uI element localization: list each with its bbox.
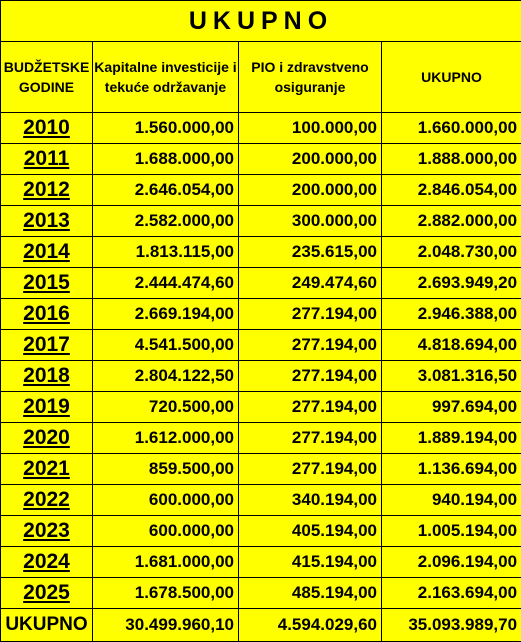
year-cell: 2019 bbox=[1, 392, 93, 423]
pension-cell: 200.000,00 bbox=[239, 144, 382, 175]
pension-cell: 200.000,00 bbox=[239, 175, 382, 206]
total-cell: 1.005.194,00 bbox=[382, 516, 521, 547]
total-cell: 2.946.388,00 bbox=[382, 299, 521, 330]
total-cell: 2.846.054,00 bbox=[382, 175, 521, 206]
year-cell: 2021 bbox=[1, 454, 93, 485]
table-row: 2020 1.612.000,00 277.194,00 1.889.194,0… bbox=[1, 423, 521, 454]
header-pension-health: PIO i zdravstveno osiguranje bbox=[239, 42, 382, 113]
pension-cell: 277.194,00 bbox=[239, 330, 382, 361]
table-row: 2015 2.444.474,60 249.474,60 2.693.949,2… bbox=[1, 268, 521, 299]
total-cell: 2.048.730,00 bbox=[382, 237, 521, 268]
totals-label: UKUPNO bbox=[1, 609, 93, 642]
table-row: 2014 1.813.115,00 235.615,00 2.048.730,0… bbox=[1, 237, 521, 268]
total-cell: 1.888.000,00 bbox=[382, 144, 521, 175]
total-cell: 1.136.694,00 bbox=[382, 454, 521, 485]
pension-cell: 235.615,00 bbox=[239, 237, 382, 268]
totals-capital: 30.499.960,10 bbox=[93, 609, 239, 642]
year-cell: 2025 bbox=[1, 578, 93, 609]
year-cell: 2010 bbox=[1, 113, 93, 144]
total-cell: 1.660.000,00 bbox=[382, 113, 521, 144]
capital-cell: 1.681.000,00 bbox=[93, 547, 239, 578]
table-row: 2010 1.560.000,00 100.000,00 1.660.000,0… bbox=[1, 113, 521, 144]
year-cell: 2015 bbox=[1, 268, 93, 299]
pension-cell: 277.194,00 bbox=[239, 361, 382, 392]
total-cell: 2.693.949,20 bbox=[382, 268, 521, 299]
table-row: 2018 2.804.122,50 277.194,00 3.081.316,5… bbox=[1, 361, 521, 392]
table-row: 2019 720.500,00 277.194,00 997.694,00 bbox=[1, 392, 521, 423]
pension-cell: 405.194,00 bbox=[239, 516, 382, 547]
capital-cell: 4.541.500,00 bbox=[93, 330, 239, 361]
table-row: 2012 2.646.054,00 200.000,00 2.846.054,0… bbox=[1, 175, 521, 206]
pension-cell: 100.000,00 bbox=[239, 113, 382, 144]
pension-cell: 415.194,00 bbox=[239, 547, 382, 578]
capital-cell: 1.560.000,00 bbox=[93, 113, 239, 144]
year-cell: 2023 bbox=[1, 516, 93, 547]
table-row: 2022 600.000,00 340.194,00 940.194,00 bbox=[1, 485, 521, 516]
capital-cell: 2.804.122,50 bbox=[93, 361, 239, 392]
total-cell: 997.694,00 bbox=[382, 392, 521, 423]
year-cell: 2024 bbox=[1, 547, 93, 578]
header-capital-investments: Kapitalne investicije i tekuće održavanj… bbox=[93, 42, 239, 113]
pension-cell: 249.474,60 bbox=[239, 268, 382, 299]
totals-row: UKUPNO 30.499.960,10 4.594.029,60 35.093… bbox=[1, 609, 521, 642]
table-row: 2024 1.681.000,00 415.194,00 2.096.194,0… bbox=[1, 547, 521, 578]
pension-cell: 485.194,00 bbox=[239, 578, 382, 609]
capital-cell: 859.500,00 bbox=[93, 454, 239, 485]
year-cell: 2022 bbox=[1, 485, 93, 516]
pension-cell: 300.000,00 bbox=[239, 206, 382, 237]
capital-cell: 2.646.054,00 bbox=[93, 175, 239, 206]
total-cell: 2.096.194,00 bbox=[382, 547, 521, 578]
table-row: 2021 859.500,00 277.194,00 1.136.694,00 bbox=[1, 454, 521, 485]
pension-cell: 340.194,00 bbox=[239, 485, 382, 516]
table-row: 2017 4.541.500,00 277.194,00 4.818.694,0… bbox=[1, 330, 521, 361]
year-cell: 2020 bbox=[1, 423, 93, 454]
capital-cell: 1.688.000,00 bbox=[93, 144, 239, 175]
table-row: 2013 2.582.000,00 300.000,00 2.882.000,0… bbox=[1, 206, 521, 237]
year-cell: 2011 bbox=[1, 144, 93, 175]
capital-cell: 2.669.194,00 bbox=[93, 299, 239, 330]
pension-cell: 277.194,00 bbox=[239, 299, 382, 330]
table-title: UKUPNO bbox=[1, 1, 521, 42]
header-budget-years: BUDŽETSKE GODINE bbox=[1, 42, 93, 113]
table-row: 2023 600.000,00 405.194,00 1.005.194,00 bbox=[1, 516, 521, 547]
capital-cell: 600.000,00 bbox=[93, 516, 239, 547]
year-cell: 2016 bbox=[1, 299, 93, 330]
total-cell: 4.818.694,00 bbox=[382, 330, 521, 361]
pension-cell: 277.194,00 bbox=[239, 423, 382, 454]
pension-cell: 277.194,00 bbox=[239, 392, 382, 423]
table-row: 2025 1.678.500,00 485.194,00 2.163.694,0… bbox=[1, 578, 521, 609]
totals-grand: 35.093.989,70 bbox=[382, 609, 521, 642]
total-cell: 2.882.000,00 bbox=[382, 206, 521, 237]
total-cell: 940.194,00 bbox=[382, 485, 521, 516]
table-row: 2016 2.669.194,00 277.194,00 2.946.388,0… bbox=[1, 299, 521, 330]
header-total: UKUPNO bbox=[382, 42, 521, 113]
capital-cell: 1.678.500,00 bbox=[93, 578, 239, 609]
total-cell: 2.163.694,00 bbox=[382, 578, 521, 609]
year-cell: 2018 bbox=[1, 361, 93, 392]
pension-cell: 277.194,00 bbox=[239, 454, 382, 485]
capital-cell: 720.500,00 bbox=[93, 392, 239, 423]
capital-cell: 600.000,00 bbox=[93, 485, 239, 516]
totals-pension: 4.594.029,60 bbox=[239, 609, 382, 642]
year-cell: 2013 bbox=[1, 206, 93, 237]
table-row: 2011 1.688.000,00 200.000,00 1.888.000,0… bbox=[1, 144, 521, 175]
capital-cell: 2.444.474,60 bbox=[93, 268, 239, 299]
year-cell: 2014 bbox=[1, 237, 93, 268]
total-cell: 3.081.316,50 bbox=[382, 361, 521, 392]
table-body: 2010 1.560.000,00 100.000,00 1.660.000,0… bbox=[1, 113, 521, 609]
total-cell: 1.889.194,00 bbox=[382, 423, 521, 454]
year-cell: 2017 bbox=[1, 330, 93, 361]
capital-cell: 1.612.000,00 bbox=[93, 423, 239, 454]
capital-cell: 2.582.000,00 bbox=[93, 206, 239, 237]
year-cell: 2012 bbox=[1, 175, 93, 206]
capital-cell: 1.813.115,00 bbox=[93, 237, 239, 268]
